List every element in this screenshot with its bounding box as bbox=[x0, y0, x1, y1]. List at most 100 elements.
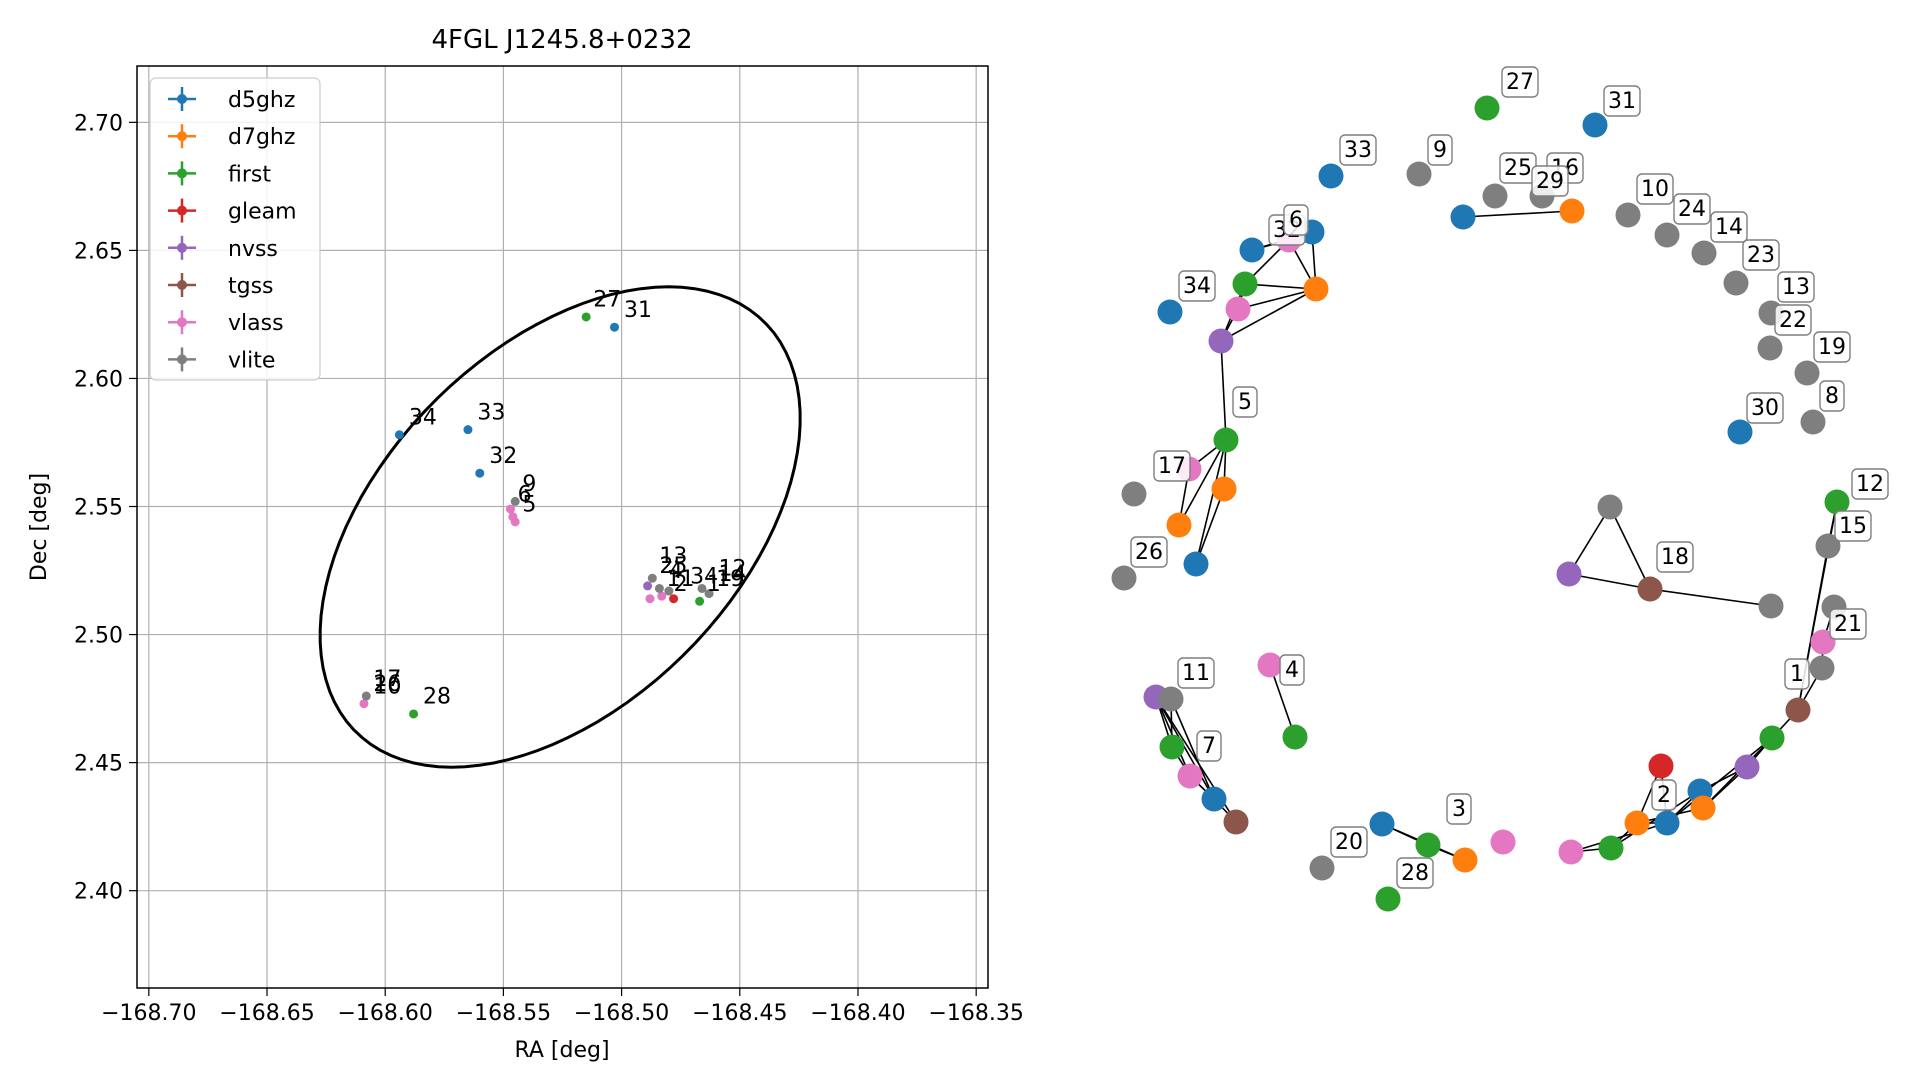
node-label-text: 27 bbox=[1506, 70, 1534, 95]
point-label: 25 bbox=[659, 554, 687, 579]
node-label-text: 2 bbox=[1657, 783, 1671, 808]
legend-item-tgss: tgss bbox=[168, 273, 274, 299]
data-point-vlite bbox=[647, 573, 657, 583]
graph-node-d5ghz bbox=[1157, 299, 1183, 325]
node-label: 4 bbox=[1279, 654, 1305, 686]
graph-node-vlass bbox=[1177, 763, 1203, 789]
node-label-text: 34 bbox=[1183, 274, 1211, 299]
data-point-nvss bbox=[643, 581, 653, 591]
graph-node-first bbox=[1474, 95, 1500, 121]
graph-node-vlite bbox=[1723, 270, 1749, 296]
graph-node-tgss bbox=[1785, 697, 1811, 723]
point-label: 4 bbox=[669, 559, 683, 584]
node-label: 29 bbox=[1531, 165, 1569, 197]
graph-node-nvss bbox=[1208, 328, 1234, 354]
graph-node-tgss bbox=[1223, 809, 1249, 835]
graph-node-vlite bbox=[1482, 183, 1508, 209]
data-point-first bbox=[409, 709, 419, 719]
data-point-vlite bbox=[704, 589, 714, 599]
graph-node-vlite bbox=[1309, 855, 1335, 881]
node-label-text: 4 bbox=[1285, 658, 1299, 683]
graph-node-labels: 2731339251629102414231322198303263451726… bbox=[1130, 66, 1889, 889]
data-point-vlite bbox=[510, 496, 520, 506]
node-label-text: 29 bbox=[1536, 169, 1564, 194]
node-label-box bbox=[1501, 66, 1539, 98]
graph-node-nvss bbox=[1556, 561, 1582, 587]
graph-node-d7ghz bbox=[1166, 512, 1192, 538]
point-label: 1 bbox=[707, 572, 721, 597]
data-point-vlass bbox=[359, 699, 369, 709]
data-point-vlite bbox=[697, 583, 707, 593]
graph-nodes bbox=[1111, 95, 1850, 912]
legend-marker bbox=[177, 168, 187, 179]
point-label: 12 bbox=[719, 557, 747, 582]
node-label: 12 bbox=[1851, 468, 1889, 500]
node-label: 30 bbox=[1746, 392, 1784, 424]
data-point-first bbox=[581, 312, 591, 322]
error-ellipse bbox=[318, 285, 802, 769]
graph-node-gleam bbox=[1648, 753, 1674, 779]
legend-marker bbox=[177, 242, 187, 253]
legend-item-d5ghz: d5ghz bbox=[168, 87, 295, 113]
data-point-d5ghz bbox=[610, 322, 620, 332]
node-label-text: 31 bbox=[1608, 89, 1636, 114]
node-label-box bbox=[1829, 608, 1867, 640]
node-label-box bbox=[1153, 450, 1191, 482]
data-point-vlass bbox=[657, 591, 667, 601]
y-tick-label: 2.40 bbox=[74, 880, 123, 905]
node-label-text: 6 bbox=[1289, 208, 1303, 233]
point-label: 9 bbox=[522, 472, 536, 497]
node-label-text: 17 bbox=[1158, 454, 1186, 479]
node-label: 14 bbox=[1710, 211, 1748, 243]
node-label-box bbox=[1746, 392, 1784, 424]
node-label-box bbox=[1819, 380, 1845, 412]
point-label: 19 bbox=[716, 567, 744, 592]
point-label: 31 bbox=[624, 298, 652, 323]
chart-title: 4FGL J1245.8+0232 bbox=[432, 25, 693, 55]
graph-edge bbox=[1568, 506, 1611, 575]
graph-node-vlite bbox=[1691, 240, 1717, 266]
graph-node-d7ghz bbox=[1303, 276, 1329, 302]
node-label: 2 bbox=[1651, 779, 1677, 811]
node-label: 5 bbox=[1232, 386, 1258, 418]
data-point-gleam bbox=[669, 594, 679, 604]
graph-node-vlass bbox=[1257, 652, 1283, 678]
x-axis-label: RA [deg] bbox=[514, 1038, 609, 1063]
node-label-box bbox=[1777, 271, 1815, 303]
node-label-text: 9 bbox=[1433, 138, 1447, 163]
legend-item-first: first bbox=[168, 161, 271, 187]
graph-node-first bbox=[1282, 724, 1308, 750]
node-label-text: 3 bbox=[1452, 797, 1466, 822]
point-label: 34 bbox=[409, 406, 437, 431]
graph-edge bbox=[1462, 210, 1573, 218]
point-label: 32 bbox=[489, 444, 517, 469]
node-label-text: 5 bbox=[1238, 390, 1252, 415]
data-point-first bbox=[695, 596, 705, 606]
node-label-text: 24 bbox=[1678, 197, 1706, 222]
y-tick-label: 2.60 bbox=[74, 367, 123, 392]
graph-node-vlite bbox=[1111, 565, 1137, 591]
node-label-box bbox=[1813, 331, 1851, 363]
graph-node-d5ghz bbox=[1582, 112, 1608, 138]
graph-node-vlite bbox=[1815, 533, 1841, 559]
graph-node-nvss bbox=[1734, 754, 1760, 780]
node-label-text: 28 bbox=[1401, 861, 1429, 886]
node-label: 25 bbox=[1499, 152, 1537, 184]
graph-edge bbox=[1568, 573, 1651, 590]
graph-edge bbox=[1609, 506, 1651, 590]
legend-label: d7ghz bbox=[228, 125, 295, 150]
graph-node-first bbox=[1375, 886, 1401, 912]
x-tick-label: −168.65 bbox=[219, 1001, 314, 1026]
graph-node-d5ghz bbox=[1318, 163, 1344, 189]
graph-node-first bbox=[1159, 734, 1185, 760]
graph-node-first bbox=[1415, 832, 1441, 858]
node-label-box bbox=[1651, 779, 1677, 811]
graph-node-vlite bbox=[1615, 202, 1641, 228]
x-tick-label: −168.70 bbox=[101, 1001, 196, 1026]
point-label: 27 bbox=[593, 288, 621, 313]
graph-node-vlass bbox=[1225, 296, 1251, 322]
graph-node-vlite bbox=[1794, 360, 1820, 386]
legend-label: nvss bbox=[228, 237, 278, 262]
node-label-text: 15 bbox=[1839, 514, 1867, 539]
